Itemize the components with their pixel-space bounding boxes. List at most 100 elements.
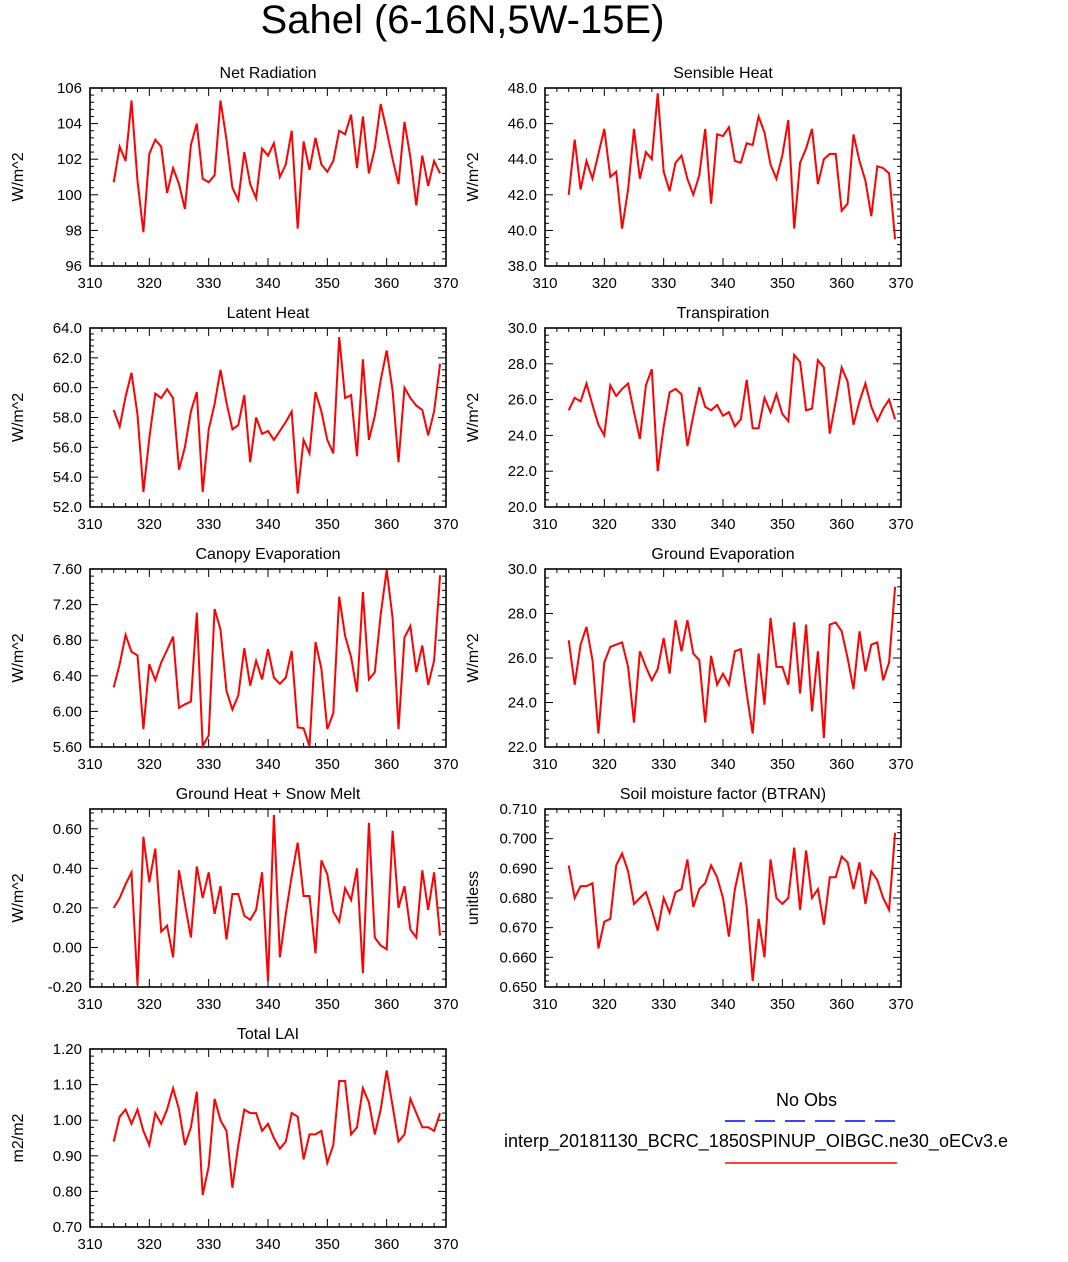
y-tick-label: 0.690	[499, 860, 537, 877]
x-tick-label: 340	[255, 996, 280, 1013]
y-axis-label: m2/m2	[10, 1113, 27, 1162]
x-tick-label: 320	[592, 275, 617, 292]
x-tick-label: 310	[532, 516, 557, 533]
y-tick-label: 0.40	[53, 860, 82, 877]
series-line-1	[112, 569, 442, 750]
y-tick-label: 20.0	[508, 499, 537, 516]
x-tick-label: 370	[433, 756, 458, 773]
plot-frame	[544, 327, 902, 508]
y-axis-label: W/m^2	[10, 633, 27, 682]
chart-panel-6: 310 320 330 340 350 360 370 22.0 24.0 26.0 28.0 30.…	[465, 546, 914, 773]
series-line-1	[567, 832, 897, 982]
series-line-1	[112, 336, 442, 494]
y-tick-label: 42.0	[508, 187, 537, 204]
x-tick-label: 330	[196, 275, 221, 292]
y-tick-label: 28.0	[508, 606, 537, 623]
legend-model-label: interp_20181130_BCRC_1850SPINUP_OIBGC.ne…	[504, 1131, 1008, 1151]
series-line-1	[567, 586, 897, 739]
y-tick-label: 6.40	[53, 668, 82, 685]
y-tick-label: 0.20	[53, 900, 82, 917]
y-tick-label: 5.60	[53, 739, 82, 756]
x-tick-label: 320	[137, 516, 162, 533]
panel-title: Transpiration	[677, 305, 770, 322]
x-tick-label: 310	[532, 996, 557, 1013]
x-tick-label: 330	[651, 756, 676, 773]
y-tick-label: 22.0	[508, 463, 537, 480]
y-tick-label: 28.0	[508, 356, 537, 373]
y-axis-label: W/m^2	[10, 152, 27, 201]
x-tick-label: 360	[829, 756, 854, 773]
legend-obs-label: No Obs	[776, 1090, 838, 1110]
y-tick-label: 7.20	[53, 597, 82, 614]
x-tick-label: 330	[196, 516, 221, 533]
x-tick-label: 350	[315, 275, 340, 292]
chart-panel-5: 310 320 330 340 350 360 370 5.60 6.00 6.40 6.80 7.2…	[10, 546, 459, 773]
x-tick-label: 320	[592, 516, 617, 533]
y-tick-label: 6.80	[53, 632, 82, 649]
y-tick-label: 24.0	[508, 695, 537, 712]
x-tick-label: 350	[770, 996, 795, 1013]
x-tick-label: 340	[710, 756, 735, 773]
x-tick-label: 320	[137, 1236, 162, 1253]
y-tick-label: 0.650	[499, 979, 537, 996]
series-line-1	[112, 100, 442, 233]
y-tick-label: 52.0	[53, 499, 82, 516]
panel-title: Latent Heat	[227, 305, 310, 322]
y-tick-label: 96	[65, 258, 82, 275]
x-tick-label: 340	[255, 275, 280, 292]
y-tick-label: 1.00	[53, 1112, 82, 1129]
panel-title: Total LAI	[237, 1026, 299, 1043]
x-tick-label: 310	[532, 275, 557, 292]
x-tick-label: 360	[829, 275, 854, 292]
plot-frame	[89, 1048, 447, 1228]
x-tick-label: 330	[196, 756, 221, 773]
chart-panel-4: 310 320 330 340 350 360 370 20.0 22.0 24.0 26.0 28.…	[465, 305, 914, 533]
x-tick-label: 330	[651, 275, 676, 292]
y-tick-label: 62.0	[53, 350, 82, 367]
x-tick-label: 370	[433, 275, 458, 292]
y-tick-label: 102	[57, 151, 82, 168]
y-tick-label: 46.0	[508, 116, 537, 133]
y-tick-label: 98	[65, 222, 82, 239]
x-tick-label: 310	[77, 1236, 102, 1253]
y-tick-label: 40.0	[508, 222, 537, 239]
y-tick-label: 54.0	[53, 469, 82, 486]
x-tick-label: 340	[255, 756, 280, 773]
x-tick-label: 350	[770, 275, 795, 292]
x-tick-label: 340	[255, 516, 280, 533]
x-tick-label: 320	[592, 996, 617, 1013]
page-title: Sahel (6-16N,5W-15E)	[260, 0, 665, 42]
series-line-1	[567, 352, 897, 472]
legend-model-swatch	[725, 1162, 897, 1164]
x-tick-label: 360	[829, 516, 854, 533]
x-tick-label: 340	[255, 1236, 280, 1253]
y-axis-label: unitless	[465, 871, 482, 925]
y-tick-label: 0.660	[499, 949, 537, 966]
x-tick-label: 310	[77, 275, 102, 292]
x-tick-label: 340	[710, 516, 735, 533]
y-axis-label: W/m^2	[10, 393, 27, 442]
x-tick-label: 330	[651, 996, 676, 1013]
y-axis-label: W/m^2	[465, 393, 482, 442]
y-tick-label: 56.0	[53, 439, 82, 456]
x-tick-label: 330	[196, 996, 221, 1013]
series-line-1	[567, 93, 897, 240]
x-tick-label: 320	[592, 756, 617, 773]
panel-title: Canopy Evaporation	[196, 546, 341, 563]
chart-panel-3: 310 320 330 340 350 360 370 52.0 54.0 56.0 58.0 60.…	[10, 305, 459, 533]
x-tick-label: 320	[137, 756, 162, 773]
chart-panel-2: 310 320 330 340 350 360 370 38.0 40.0 42.0 44.0 46.…	[465, 65, 914, 292]
y-tick-label: 26.0	[508, 392, 537, 409]
y-tick-label: 64.0	[53, 320, 82, 337]
y-tick-label: 24.0	[508, 427, 537, 444]
y-tick-label: 30.0	[508, 561, 537, 578]
y-axis-label: W/m^2	[465, 633, 482, 682]
y-tick-label: 7.60	[53, 561, 82, 578]
y-tick-label: 0.70	[53, 1219, 82, 1236]
y-tick-label: 22.0	[508, 739, 537, 756]
x-tick-label: 370	[888, 756, 913, 773]
y-tick-label: 0.60	[53, 821, 82, 838]
y-tick-label: 0.80	[53, 1183, 82, 1200]
y-tick-label: 0.680	[499, 890, 537, 907]
y-tick-label: 38.0	[508, 258, 537, 275]
